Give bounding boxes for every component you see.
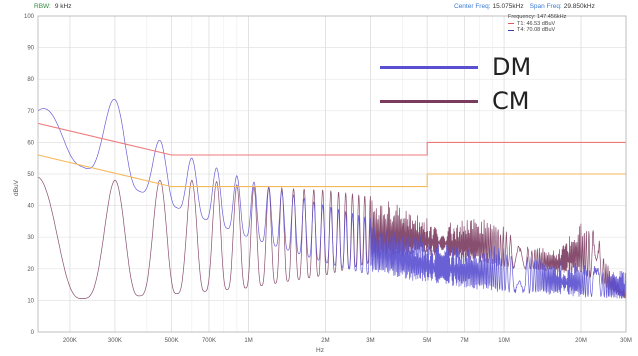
marker-t4-value: T4: 70.08 dBuV — [517, 27, 556, 33]
rbw-value: 9 kHz — [54, 3, 72, 10]
plot-frame — [37, 15, 627, 333]
marker-readout: Frequency: 147.456kHz T1: 46.53 dBuV T4:… — [508, 14, 566, 34]
y-tick-label: 50 — [27, 172, 34, 178]
limit-line-1 — [37, 122, 626, 156]
x-tick-label: 20M — [575, 338, 587, 344]
x-tick-label: 500K — [165, 338, 179, 344]
series-dm-line — [37, 98, 627, 299]
x-tick-label: 200K — [63, 338, 77, 344]
y-axis-label: dBuV — [13, 179, 20, 196]
x-tick-label: 10M — [498, 338, 510, 344]
legend-swatch-cm — [380, 99, 478, 103]
center-freq-value: 15.075kHz — [492, 3, 524, 10]
y-tick-label: 70 — [27, 109, 34, 115]
y-tick-label: 90 — [27, 46, 34, 52]
legend-label-dm: DM — [492, 53, 532, 81]
marker-frequency: Frequency: 147.456kHz — [508, 14, 567, 20]
limit-line-2 — [37, 154, 626, 188]
y-tick-label: 30 — [27, 235, 34, 241]
marker-t4-swatch — [508, 29, 514, 31]
marker-t1-value: T1: 46.53 dBuV — [517, 20, 556, 27]
marker-t1: T1: 46.53 dBuV — [508, 21, 566, 28]
marker-t4: T4: 70.08 dBuV — [508, 27, 566, 34]
x-tick-label: 700K — [202, 338, 216, 344]
x-tick-label: 5M — [423, 338, 431, 344]
x-tick-label: 2M — [321, 338, 329, 344]
marker-t1-swatch — [508, 23, 514, 25]
y-tick-label: 20 — [27, 267, 34, 273]
x-tick-label: 3M — [366, 338, 374, 344]
x-tick-label: 7M — [460, 338, 468, 344]
x-tick-label: 300K — [108, 338, 122, 344]
y-axis-ticks: 0 10 20 30 40 50 60 70 80 90 100 — [24, 14, 35, 336]
frequency-readout: Center Freq: 15.075kHz Span Freq: 29.850kHz — [454, 3, 595, 10]
legend-label-cm: CM — [492, 87, 530, 115]
plot-area[interactable] — [37, 98, 627, 299]
y-tick-label: 80 — [27, 77, 34, 83]
y-tick-label: 40 — [27, 204, 34, 210]
series-cm-line — [37, 176, 627, 299]
x-tick-label: 30M — [620, 338, 632, 344]
rbw-readout: RBW: 9 kHz — [34, 3, 71, 10]
y-tick-label: 10 — [27, 298, 34, 304]
legend-swatch-dm — [380, 65, 478, 69]
top-status-bar: RBW: 9 kHz Center Freq: 15.075kHz Span Freq… — [0, 0, 638, 14]
y-tick-label: 0 — [31, 330, 35, 336]
legend-item-dm[interactable]: DM — [380, 52, 531, 82]
y-tick-label: 60 — [27, 140, 34, 146]
span-freq-value: 29.850kHz — [563, 3, 595, 10]
x-axis-label: Hz — [316, 347, 324, 354]
legend-item-cm[interactable]: CM — [380, 86, 531, 116]
span-freq-label: Span Freq: — [529, 3, 562, 10]
y-tick-label: 100 — [24, 14, 35, 20]
x-axis-ticks: 200K 300K 500K 700K 1M 2M 3M 5M 7M 10M 20M 30M — [63, 338, 632, 344]
rbw-label: RBW: — [34, 3, 51, 10]
x-tick-label: 1M — [244, 338, 252, 344]
center-freq-label: Center Freq: — [454, 3, 491, 10]
chart-legend: DM CM — [380, 52, 531, 120]
